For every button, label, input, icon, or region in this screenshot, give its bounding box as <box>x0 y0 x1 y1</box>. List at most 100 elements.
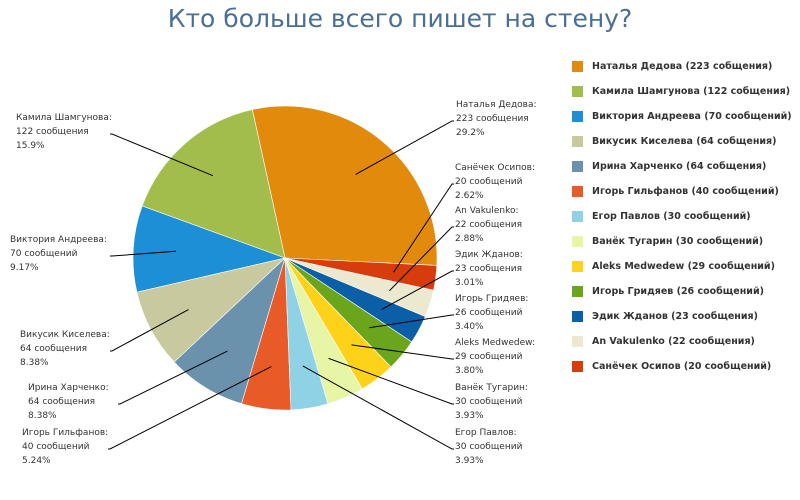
leader-line <box>118 350 228 405</box>
slice-label: Ванёк Тугарин: 30 сообщений 3.93% <box>455 383 528 421</box>
slice-label-value: 29 сообщений <box>455 352 523 362</box>
legend-swatch <box>572 311 583 322</box>
leader-line <box>351 344 454 360</box>
legend-swatch <box>572 236 583 247</box>
slice-label: Игорь Гридяев: 26 сообщений 3.40% <box>455 294 528 332</box>
leader-line <box>328 357 454 405</box>
slice-label-name: Ванёк Тугарин: <box>455 383 528 393</box>
slice-label-name: Виктория Андреева: <box>10 235 107 245</box>
legend-label: Ванёк Тугарин (30 сообщений) <box>592 236 764 247</box>
slice-label-value: 70 сообщений <box>10 249 78 259</box>
leader-line <box>369 314 454 329</box>
leader-line <box>389 226 454 292</box>
slice-label-name: Санёчек Осипов: <box>455 163 535 173</box>
legend-label: Aleks Medwedew (29 сообщений) <box>592 261 775 272</box>
legend-item: Виктория Андреева (70 сообщений) <box>572 104 792 129</box>
slice-label-value: 20 сообщений <box>455 177 523 187</box>
slice-label: Санёчек Осипов: 20 сообщений 2.62% <box>455 163 535 201</box>
leader-line <box>381 270 454 310</box>
slice-label-value: 64 сообщения <box>28 397 95 407</box>
legend-swatch <box>572 161 583 172</box>
legend-item: Эдик Жданов (23 сообщения) <box>572 304 792 329</box>
slice-label: Камила Шамгунова: 122 сообщения 15.9% <box>16 113 112 151</box>
leader-line <box>110 309 189 352</box>
slice-label-percent: 5.24% <box>22 456 51 466</box>
slice-label-percent: 8.38% <box>28 411 57 421</box>
legend-item: Aleks Medwedew (29 сообщений) <box>572 254 792 279</box>
legend-swatch <box>572 136 583 147</box>
legend-swatch <box>572 61 583 72</box>
leader-line <box>110 250 176 257</box>
legend-item: Камила Шамгунова (122 собщения) <box>572 79 792 104</box>
slice-label: Наталья Дедова: 223 сообщения 29.2% <box>456 100 537 138</box>
legend-item: Санёчек Осипов (20 сообщений) <box>572 354 792 379</box>
slice-label-name: Ирина Харченко: <box>28 383 109 393</box>
pie-slice <box>132 205 287 293</box>
legend-item: Викусик Киселева (64 собщения) <box>572 129 792 154</box>
slice-label-value: 22 сообщения <box>455 220 522 230</box>
legend-label: Игорь Гридяев (26 сообщений) <box>592 286 764 297</box>
slice-label-name: Камила Шамгунова: <box>16 113 112 123</box>
leader-line <box>110 133 214 177</box>
slice-label-name: An Vakulenko: <box>455 206 519 216</box>
legend-item: An Vakulenko (22 сообщения) <box>572 329 792 354</box>
slice-label-name: Игорь Гильфанов: <box>22 428 108 438</box>
slice-label-name: Викусик Киселева: <box>20 330 110 340</box>
slice-label-percent: 3.93% <box>455 411 484 421</box>
slice-label-name: Игорь Гридяев: <box>455 294 528 304</box>
slice-label-percent: 8.38% <box>20 358 49 368</box>
legend-label: Санёчек Осипов (20 сообщений) <box>592 361 772 372</box>
legend-swatch <box>572 211 583 222</box>
pie-slice <box>141 109 286 259</box>
legend-label: Викусик Киселева (64 собщения) <box>592 136 777 147</box>
legend-label: Камила Шамгунова (122 собщения) <box>592 86 791 97</box>
pie-slice <box>251 105 438 266</box>
legend-item: Ванёк Тугарин (30 сообщений) <box>572 229 792 254</box>
legend-label: An Vakulenko (22 сообщения) <box>592 336 755 347</box>
slice-label-value: 30 сообщений <box>455 442 523 452</box>
legend-swatch <box>572 336 583 347</box>
slice-label: Aleks Medwedew: 29 сообщений 3.80% <box>455 338 535 376</box>
slice-label-name: Наталья Дедова: <box>456 100 537 110</box>
slice-label: Виктория Андреева: 70 сообщений 9.17% <box>10 235 107 273</box>
legend-item: Игорь Гильфанов (40 сообщений) <box>572 179 792 204</box>
legend-item: Ирина Харченко (64 собщения) <box>572 154 792 179</box>
leader-line <box>355 120 454 175</box>
legend-swatch <box>572 286 583 297</box>
legend-label: Эдик Жданов (23 сообщения) <box>592 311 758 322</box>
slice-label-percent: 29.2% <box>456 128 485 138</box>
slice-label: Викусик Киселева: 64 сообщения 8.38% <box>20 330 110 368</box>
legend: Наталья Дедова (223 собщения) Камила Шамг… <box>572 54 792 379</box>
slice-label-name: Егор Павлов: <box>455 428 517 438</box>
chart-title: Кто больше всего пишет на стену? <box>167 4 633 33</box>
slice-label-value: 30 сообщений <box>455 397 523 407</box>
slice-label: Игорь Гильфанов: 40 сообщений 5.24% <box>22 428 108 466</box>
slice-label-percent: 3.80% <box>455 366 484 376</box>
legend-swatch <box>572 361 583 372</box>
leader-line <box>108 366 272 450</box>
slice-label: Ирина Харченко: 64 сообщения 8.38% <box>28 383 109 421</box>
legend-swatch <box>572 186 583 197</box>
leader-line <box>393 183 454 273</box>
slice-label-value: 122 сообщения <box>16 127 89 137</box>
slice-label-percent: 3.93% <box>455 456 484 466</box>
legend-item: Егор Павлов (30 сообщений) <box>572 204 792 229</box>
slice-label-percent: 3.40% <box>455 322 484 332</box>
legend-label: Наталья Дедова (223 собщения) <box>592 61 773 72</box>
slice-label-percent: 2.62% <box>455 191 484 201</box>
legend-swatch <box>572 111 583 122</box>
legend-swatch <box>572 86 583 97</box>
slice-label: Егор Павлов: 30 сообщений 3.93% <box>455 428 523 466</box>
legend-label: Виктория Андреева (70 сообщений) <box>592 111 792 122</box>
slice-label-percent: 9.17% <box>10 263 39 273</box>
pie-slice <box>284 257 438 291</box>
slice-label: Эдик Жданов: 23 сообщения 3.01% <box>455 250 523 288</box>
slice-label-value: 64 сообщения <box>20 344 87 354</box>
slice-label-percent: 2.88% <box>455 234 484 244</box>
leader-line <box>302 365 454 450</box>
slice-label-value: 223 сообщения <box>456 114 529 124</box>
legend-label: Ирина Харченко (64 собщения) <box>592 161 767 172</box>
slice-label-value: 40 сообщений <box>22 442 90 452</box>
slice-label-percent: 15.9% <box>16 141 45 151</box>
